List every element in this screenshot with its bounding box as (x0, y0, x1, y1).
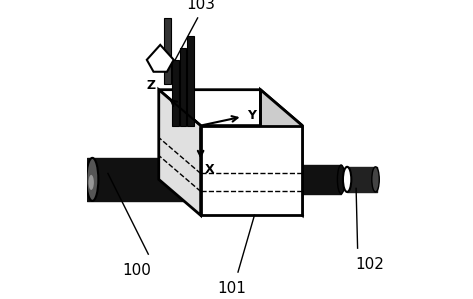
Bar (187, 36, 194, 126)
Text: 103: 103 (186, 0, 215, 12)
Bar (164, 18, 171, 84)
Text: X: X (205, 163, 215, 176)
Polygon shape (147, 45, 174, 72)
Polygon shape (159, 90, 201, 215)
Polygon shape (201, 126, 302, 215)
Ellipse shape (87, 158, 98, 201)
Polygon shape (159, 90, 302, 126)
Ellipse shape (337, 165, 345, 194)
Text: 101: 101 (218, 281, 246, 296)
Ellipse shape (372, 167, 379, 192)
Text: Z: Z (147, 79, 156, 92)
Text: Y: Y (247, 109, 256, 122)
Bar (180, 48, 186, 126)
Ellipse shape (343, 167, 351, 192)
Text: 100: 100 (122, 263, 151, 278)
Text: 102: 102 (355, 257, 384, 272)
Ellipse shape (88, 175, 94, 190)
Bar (172, 60, 179, 126)
Polygon shape (261, 90, 302, 215)
